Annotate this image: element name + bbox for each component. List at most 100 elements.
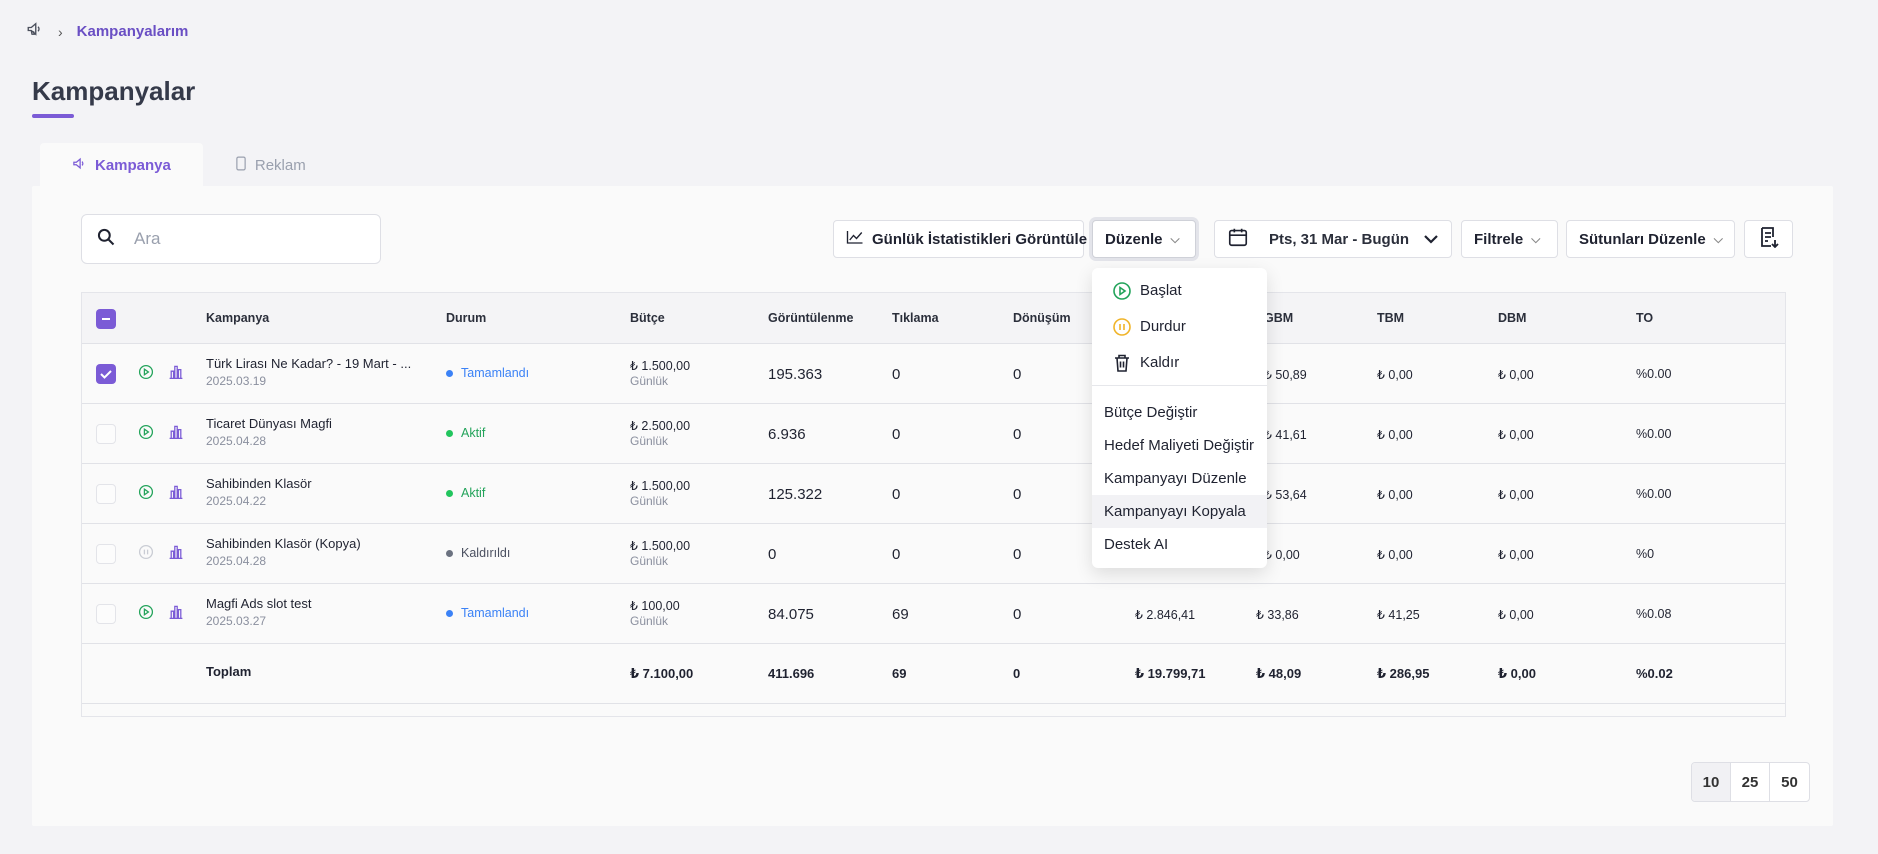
menu-item-change-target-cost[interactable]: Hedef Maliyeti Değiştir [1092,429,1267,462]
table-row[interactable]: Ticaret Dünyası Magfi 2025.04.28 Aktif ₺ … [82,404,1785,464]
impressions-cell: 84.075 [768,606,814,623]
search-input[interactable] [134,229,354,249]
title-underline [32,114,74,118]
table-row[interactable]: Türk Lirası Ne Kadar? - 19 Mart - ... 202… [82,344,1785,404]
campaign-date: 2025.04.28 [206,434,267,448]
play-circle-icon[interactable] [138,484,154,503]
bar-chart-icon[interactable] [168,364,184,383]
dbm-cell: ₺ 0,00 [1498,608,1534,622]
date-range-picker[interactable]: Pts, 31 Mar - Bugün [1214,220,1452,258]
budget-cell: ₺ 100,00 Günlük [630,598,680,628]
menu-item-remove[interactable]: Kaldır [1092,346,1267,379]
total-budget: ₺ 7.100,00 [630,666,694,681]
pause-circle-icon [1104,317,1140,337]
page-size-25[interactable]: 25 [1731,763,1770,801]
search-icon [96,227,116,252]
budget-value: ₺ 100,00 [630,599,680,613]
edit-label: Düzenle [1105,230,1163,248]
column-header-gbm[interactable]: GBM [1264,311,1294,325]
select-all-checkbox[interactable] [96,309,116,329]
campaign-name-text: Ticaret Dünyası Magfi [206,416,332,431]
to-cell: %0.00 [1636,367,1672,381]
bar-chart-icon[interactable] [168,484,184,503]
campaign-name[interactable]: Magfi Ads slot test 2025.03.27 [206,596,312,628]
edit-dropdown-button[interactable]: Düzenle ⌵ [1092,220,1196,258]
filter-button[interactable]: Filtrele ⌵ [1461,220,1558,258]
play-circle-icon[interactable] [138,604,154,623]
menu-item-copy-campaign[interactable]: Kampanyayı Kopyala [1092,495,1267,528]
row-checkbox[interactable] [96,424,116,444]
row-checkbox[interactable] [96,364,116,384]
table-row[interactable]: Sahibinden Klasör 2025.04.22 Aktif ₺ 1.50… [82,464,1785,524]
chevron-down-icon: ⌵ [1531,231,1541,246]
column-header-butce[interactable]: Bütçe [630,311,665,325]
impressions-cell: 125.322 [768,486,823,503]
page-size-50[interactable]: 50 [1781,773,1798,791]
table-row[interactable]: Magfi Ads slot test 2025.03.27 Tamamlandı… [82,584,1785,644]
campaign-name-text: Sahibinden Klasör (Kopya) [206,536,361,551]
tab-kampanya[interactable]: Kampanya [40,143,203,187]
daily-stats-button[interactable]: Günlük İstatistikleri Görüntüle [833,220,1087,258]
budget-value: ₺ 1.500,00 [630,539,691,553]
column-header-tbm[interactable]: TBM [1377,311,1405,325]
column-header-kampanya[interactable]: Kampanya [206,311,270,325]
status-dot [446,549,453,557]
menu-item-edit-campaign[interactable]: Kampanyayı Düzenle [1092,462,1267,495]
play-circle-icon[interactable] [138,424,154,443]
gbm-cell: ₺ 33,86 [1256,608,1299,622]
campaign-name[interactable]: Sahibinden Klasör (Kopya) 2025.04.28 [206,536,361,568]
menu-item-label: Durdur [1140,318,1186,335]
tab-reklam[interactable]: Reklam [203,143,338,187]
clicks-cell: 0 [892,486,901,503]
megaphone-icon[interactable] [26,20,44,43]
column-header-donusum[interactable]: Dönüşüm [1013,311,1071,325]
bar-chart-icon[interactable] [168,424,184,443]
column-header-durum[interactable]: Durum [446,311,487,325]
column-header-to[interactable]: TO [1636,311,1654,325]
campaign-name[interactable]: Ticaret Dünyası Magfi 2025.04.28 [206,416,332,448]
menu-item-change-budget[interactable]: Bütçe Değiştir [1092,396,1267,429]
menu-item-label: Bütçe Değiştir [1104,404,1198,421]
table-row[interactable]: Sahibinden Klasör (Kopya) 2025.04.28 Kald… [82,524,1785,584]
edit-columns-button[interactable]: Sütunları Düzenle ⌵ [1566,220,1735,258]
chevron-down-icon: ⌵ [1170,231,1180,246]
bar-chart-icon[interactable] [168,544,184,563]
bar-chart-icon[interactable] [168,604,184,623]
breadcrumb-current[interactable]: Kampanyalarım [76,23,189,40]
column-header-dbm[interactable]: DBM [1498,311,1527,325]
row-checkbox[interactable] [96,484,116,504]
play-circle-icon[interactable] [138,364,154,383]
edit-columns-label: Sütunları Düzenle [1579,230,1706,248]
menu-item-start[interactable]: Başlat [1092,274,1267,307]
tab-label: Reklam [254,156,306,174]
export-button[interactable] [1744,220,1793,258]
total-label: Toplam [206,664,252,679]
pause-circle-icon[interactable] [138,544,154,563]
gbm-cell: ₺ 0,00 [1264,548,1300,562]
status-text: Aktif [461,426,486,440]
status-badge: Kaldırıldı [446,546,510,560]
impressions-cell: 195.363 [768,366,823,383]
budget-type: Günlük [630,614,669,628]
campaign-name[interactable]: Sahibinden Klasör 2025.04.22 [206,476,312,508]
menu-item-pause[interactable]: Durdur [1092,310,1267,343]
campaign-date: 2025.04.28 [206,554,267,568]
campaign-name-text: Türk Lirası Ne Kadar? - 19 Mart - ... [206,356,412,371]
page-size-10[interactable]: 10 [1692,763,1731,801]
budget-type: Günlük [630,554,669,568]
status-dot [446,489,453,497]
campaign-name[interactable]: Türk Lirası Ne Kadar? - 19 Mart - ... 202… [206,356,411,388]
status-text: Tamamlandı [461,606,530,620]
column-header-goruntulenme[interactable]: Görüntülenme [768,311,854,325]
total-clicks: 69 [892,666,907,681]
tbm-cell: ₺ 0,00 [1377,428,1413,442]
menu-item-support-ai[interactable]: Destek AI [1092,528,1267,561]
tbm-cell: ₺ 41,25 [1377,608,1420,622]
row-checkbox[interactable] [96,544,116,564]
total-to: %0.02 [1636,666,1673,681]
row-checkbox[interactable] [96,604,116,624]
to-cell: %0.00 [1636,427,1672,441]
breadcrumb: › Kampanyalarım [26,20,188,43]
clicks-cell: 69 [892,606,909,623]
column-header-tiklama[interactable]: Tıklama [892,311,939,325]
